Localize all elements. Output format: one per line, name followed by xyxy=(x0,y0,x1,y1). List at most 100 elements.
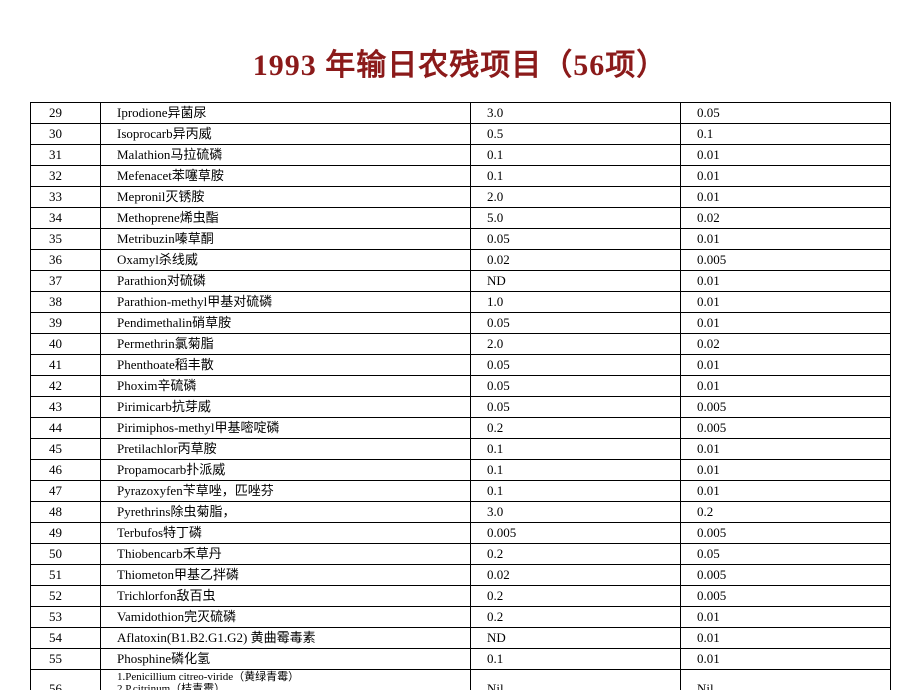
cell-name: Terbufos特丁磷 xyxy=(101,523,471,544)
cell-no: 32 xyxy=(31,166,101,187)
cell-name: Propamocarb扑派威 xyxy=(101,460,471,481)
cell-limit2: 0.01 xyxy=(681,271,891,292)
cell-name: Phosphine磷化氢 xyxy=(101,649,471,670)
table-row: 37Parathion对硫磷ND0.01 xyxy=(31,271,891,292)
cell-limit1: 0.1 xyxy=(471,649,681,670)
cell-no: 40 xyxy=(31,334,101,355)
cell-name: Pirimicarb抗芽威 xyxy=(101,397,471,418)
cell-limit2: 0.005 xyxy=(681,586,891,607)
table-row: 51Thiometon甲基乙拌磷0.020.005 xyxy=(31,565,891,586)
cell-no: 51 xyxy=(31,565,101,586)
cell-limit2: 0.01 xyxy=(681,355,891,376)
cell-limit1: 0.5 xyxy=(471,124,681,145)
cell-no: 43 xyxy=(31,397,101,418)
cell-limit1: 2.0 xyxy=(471,187,681,208)
cell-limit1: ND xyxy=(471,628,681,649)
table-row: 38Parathion-methyl甲基对硫磷1.00.01 xyxy=(31,292,891,313)
cell-limit2: 0.01 xyxy=(681,166,891,187)
cell-limit1: 0.05 xyxy=(471,313,681,334)
cell-name: Trichlorfon敌百虫 xyxy=(101,586,471,607)
cell-no: 54 xyxy=(31,628,101,649)
table-row: 46Propamocarb扑派威0.10.01 xyxy=(31,460,891,481)
table-row: 42Phoxim辛硫磷0.050.01 xyxy=(31,376,891,397)
cell-no: 37 xyxy=(31,271,101,292)
cell-name: Mefenacet苯噻草胺 xyxy=(101,166,471,187)
cell-limit1: 0.2 xyxy=(471,544,681,565)
cell-name: Pirimiphos-methyl甲基嘧啶磷 xyxy=(101,418,471,439)
cell-no: 47 xyxy=(31,481,101,502)
cell-limit2: 0.005 xyxy=(681,250,891,271)
table-row: 35Metribuzin嗪草酮0.050.01 xyxy=(31,229,891,250)
table-row: 40Permethrin氯菊脂2.00.02 xyxy=(31,334,891,355)
cell-no: 52 xyxy=(31,586,101,607)
cell-name: Thiobencarb禾草丹 xyxy=(101,544,471,565)
cell-no: 36 xyxy=(31,250,101,271)
cell-no: 34 xyxy=(31,208,101,229)
table-row: 33Mepronil灭锈胺2.00.01 xyxy=(31,187,891,208)
cell-limit1: 0.02 xyxy=(471,250,681,271)
cell-limit1: 0.2 xyxy=(471,586,681,607)
cell-no: 42 xyxy=(31,376,101,397)
cell-name: Oxamyl杀线威 xyxy=(101,250,471,271)
cell-limit2: 0.01 xyxy=(681,628,891,649)
cell-no: 55 xyxy=(31,649,101,670)
cell-no: 53 xyxy=(31,607,101,628)
table-row: 48Pyrethrins除虫菊脂，3.00.2 xyxy=(31,502,891,523)
cell-limit1: Nil xyxy=(471,670,681,690)
cell-limit2: 0.01 xyxy=(681,145,891,166)
cell-no: 46 xyxy=(31,460,101,481)
cell-limit2: 0.005 xyxy=(681,523,891,544)
cell-limit1: 0.05 xyxy=(471,229,681,250)
cell-limit2: 0.2 xyxy=(681,502,891,523)
cell-limit1: 0.1 xyxy=(471,166,681,187)
cell-limit2: 0.01 xyxy=(681,187,891,208)
table-row: 45Pretilachlor丙草胺0.10.01 xyxy=(31,439,891,460)
cell-no: 39 xyxy=(31,313,101,334)
cell-no: 31 xyxy=(31,145,101,166)
table-row: 44Pirimiphos-methyl甲基嘧啶磷0.20.005 xyxy=(31,418,891,439)
cell-limit1: 0.1 xyxy=(471,145,681,166)
cell-no: 41 xyxy=(31,355,101,376)
cell-limit2: 0.01 xyxy=(681,313,891,334)
cell-name: Vamidothion完灭硫磷 xyxy=(101,607,471,628)
cell-limit2: 0.1 xyxy=(681,124,891,145)
cell-name: Permethrin氯菊脂 xyxy=(101,334,471,355)
table-row: 34Methoprene烯虫酯5.00.02 xyxy=(31,208,891,229)
cell-no: 48 xyxy=(31,502,101,523)
page-title: 1993 年输日农残项目（56项） xyxy=(30,40,890,84)
document-page: 1993 年输日农残项目（56项） 29Iprodione异菌尿3.00.05 3… xyxy=(0,0,920,690)
table-row: 55Phosphine磷化氢0.10.01 xyxy=(31,649,891,670)
table-row: 54Aflatoxin(B1.B2.G1.G2) 黄曲霉毒素ND0.01 xyxy=(31,628,891,649)
table-row: 29Iprodione异菌尿3.00.05 xyxy=(31,103,891,124)
table-row: 31Malathion马拉硫磷0.10.01 xyxy=(31,145,891,166)
cell-limit2: 0.01 xyxy=(681,607,891,628)
cell-limit1: 1.0 xyxy=(471,292,681,313)
cell-name: Thiometon甲基乙拌磷 xyxy=(101,565,471,586)
cell-name: Metribuzin嗪草酮 xyxy=(101,229,471,250)
cell-no: 33 xyxy=(31,187,101,208)
cell-no: 56 xyxy=(31,670,101,690)
table-row: 53Vamidothion完灭硫磷0.20.01 xyxy=(31,607,891,628)
cell-no: 45 xyxy=(31,439,101,460)
cell-limit2: 0.005 xyxy=(681,397,891,418)
cell-limit1: 0.1 xyxy=(471,439,681,460)
table-row: 49Terbufos特丁磷0.0050.005 xyxy=(31,523,891,544)
table-row: 41Phenthoate稻丰散0.050.01 xyxy=(31,355,891,376)
cell-limit1: ND xyxy=(471,271,681,292)
cell-name: 1.Penicillium citreo-viride（黄绿青霉）2.P.cit… xyxy=(101,670,471,690)
cell-name: Pyrethrins除虫菊脂， xyxy=(101,502,471,523)
cell-limit1: 2.0 xyxy=(471,334,681,355)
cell-limit1: 0.2 xyxy=(471,418,681,439)
cell-name: Pyrazoxyfen苄草唑，匹唑芬 xyxy=(101,481,471,502)
cell-limit1: 0.05 xyxy=(471,397,681,418)
cell-name: Isoprocarb异丙威 xyxy=(101,124,471,145)
cell-no: 29 xyxy=(31,103,101,124)
cell-name: Parathion对硫磷 xyxy=(101,271,471,292)
cell-name: Malathion马拉硫磷 xyxy=(101,145,471,166)
cell-limit2: 0.01 xyxy=(681,229,891,250)
cell-limit2: 0.01 xyxy=(681,649,891,670)
cell-name: Methoprene烯虫酯 xyxy=(101,208,471,229)
cell-name: Phoxim辛硫磷 xyxy=(101,376,471,397)
cell-limit1: 0.05 xyxy=(471,376,681,397)
cell-limit2: 0.01 xyxy=(681,439,891,460)
